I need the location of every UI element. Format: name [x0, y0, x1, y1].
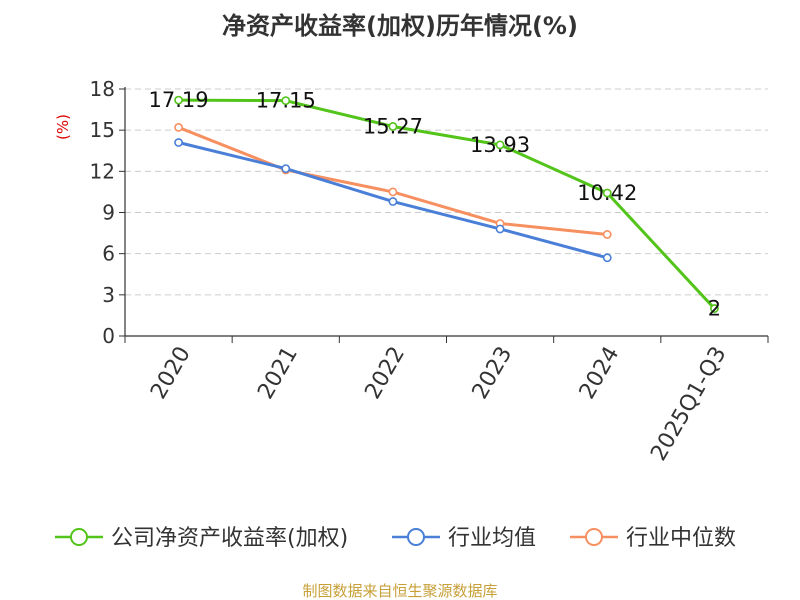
- x-tick-label: 2025Q1-Q3: [646, 343, 731, 466]
- x-tick-label: 2024: [575, 343, 625, 404]
- data-point: [710, 304, 719, 313]
- data-point: [174, 123, 183, 132]
- y-axis-label: (%): [54, 114, 72, 140]
- series-line: [178, 98, 716, 310]
- data-label: 15.27: [363, 114, 423, 138]
- data-point: [281, 96, 291, 106]
- data-label: 10.42: [577, 181, 637, 205]
- series-line: [178, 126, 608, 236]
- legend-marker-icon: [70, 528, 88, 546]
- data-point: [602, 188, 612, 198]
- data-point: [495, 224, 505, 234]
- legend-label: 公司净资产收益率(加权): [111, 526, 348, 551]
- x-tick-label: 2022: [360, 343, 410, 404]
- source-note: 制图数据来自恒生聚源数据库: [302, 582, 497, 600]
- data-labels: 17.19 17.15 15.27 13.93 10.42 2: [149, 88, 722, 320]
- data-point: [174, 95, 183, 105]
- x-tick-label: 2021: [253, 343, 303, 404]
- x-tick-label: 2023: [468, 343, 518, 404]
- data-point: [602, 253, 612, 263]
- data-point: [602, 230, 612, 239]
- data-point: [388, 197, 398, 206]
- y-tick-label: 18: [90, 77, 115, 101]
- data-label: 13.93: [470, 133, 530, 157]
- y-tick-label: 3: [102, 283, 115, 307]
- x-tick-label: 2020: [146, 343, 196, 404]
- legend-marker-icon: [407, 528, 425, 546]
- data-point: [495, 140, 505, 150]
- data-label: 17.19: [149, 88, 209, 112]
- legend-label: 行业中位数: [626, 526, 736, 551]
- grid: [125, 88, 768, 296]
- y-tick-label: 0: [102, 324, 115, 348]
- data-point: [281, 164, 291, 173]
- data-point: [388, 122, 398, 131]
- y-tick-label: 15: [90, 118, 115, 142]
- chart-title: 净资产收益率(加权)历年情况(%): [222, 12, 578, 40]
- data-label: 17.15: [256, 89, 316, 113]
- axes: 0 3 6 9 12 15 18 2020 2021 2022 2023 2024 2025Q1-Q3: [90, 77, 769, 466]
- data-point: [388, 187, 398, 197]
- legend: 公司净资产收益率(加权) 行业均值 行业中位数: [55, 526, 736, 551]
- data-label: 2: [708, 297, 721, 321]
- legend-label: 行业均值: [448, 526, 536, 551]
- data-point: [174, 138, 183, 147]
- legend-marker-icon: [585, 528, 603, 546]
- y-tick-label: 9: [102, 201, 115, 225]
- y-tick-label: 12: [90, 159, 115, 183]
- y-tick-label: 6: [102, 242, 115, 266]
- series-layer: [174, 95, 719, 313]
